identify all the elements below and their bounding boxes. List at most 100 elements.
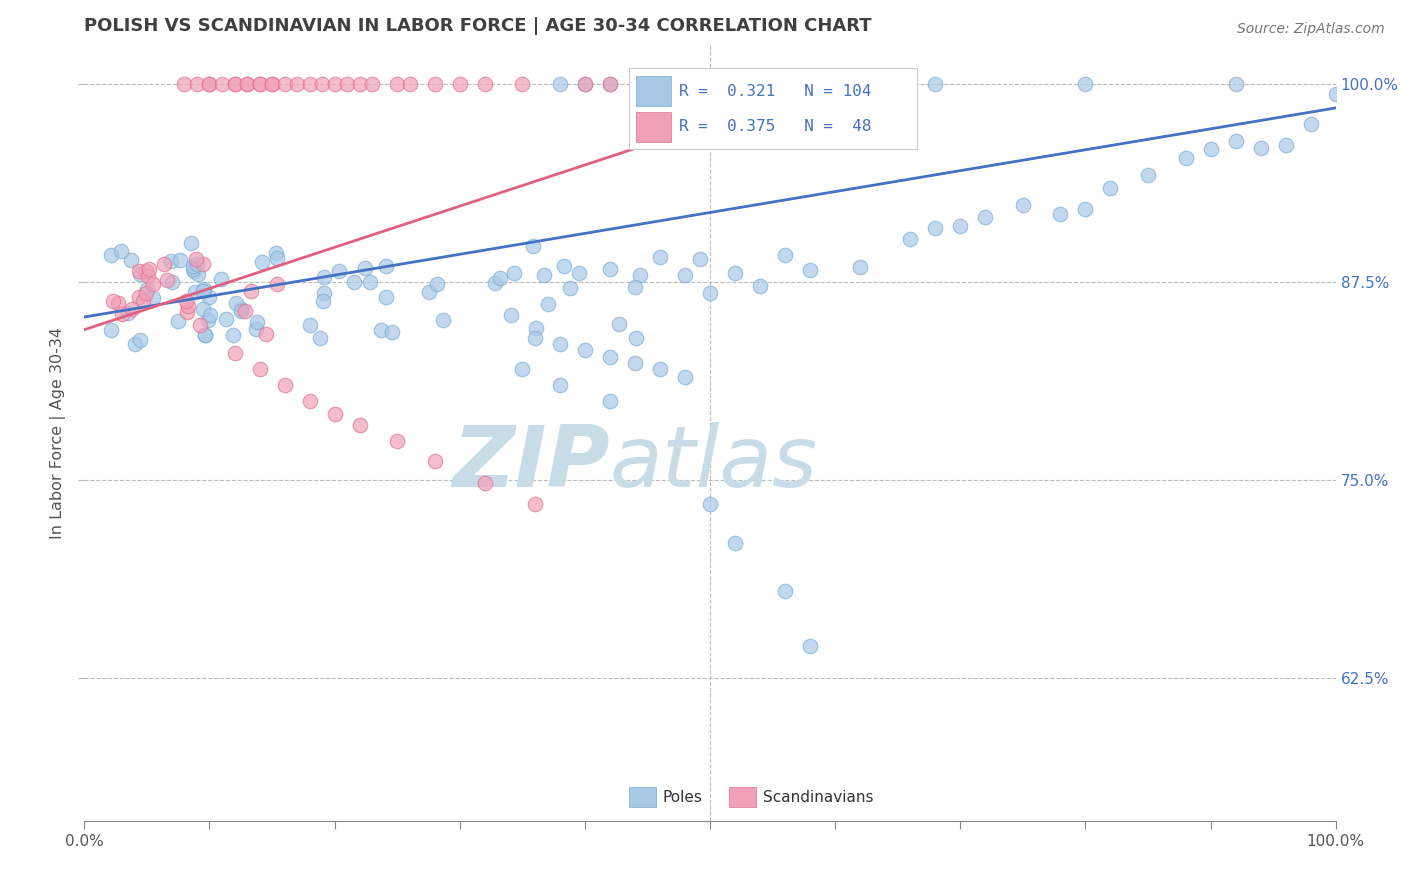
Point xyxy=(224,77,246,91)
Point xyxy=(628,268,651,283)
Point xyxy=(1099,181,1122,195)
Point xyxy=(285,77,308,91)
Point xyxy=(132,294,155,309)
Point xyxy=(262,77,284,91)
Point xyxy=(574,77,596,91)
Point xyxy=(426,277,449,291)
Point xyxy=(193,257,215,271)
Point xyxy=(110,244,132,258)
Point xyxy=(423,77,446,91)
Point xyxy=(166,314,188,328)
Point xyxy=(110,307,132,321)
Point xyxy=(159,253,181,268)
Point xyxy=(648,250,671,264)
Point xyxy=(187,268,209,282)
Point xyxy=(266,277,288,291)
Point xyxy=(370,323,392,337)
Point xyxy=(100,323,122,337)
Point xyxy=(138,261,160,276)
Point xyxy=(599,77,621,91)
Point xyxy=(381,325,404,339)
Point xyxy=(553,259,575,273)
Point xyxy=(142,291,165,305)
Point xyxy=(336,77,359,91)
Point xyxy=(197,313,219,327)
Point xyxy=(537,297,560,311)
Point xyxy=(432,313,454,327)
Point xyxy=(169,253,191,268)
Point xyxy=(225,295,247,310)
Point xyxy=(235,304,257,318)
Point xyxy=(266,251,288,265)
Point xyxy=(254,327,277,342)
Point xyxy=(773,248,796,262)
Point xyxy=(298,393,321,408)
Point xyxy=(211,77,233,91)
Point xyxy=(136,282,159,296)
Point xyxy=(142,277,165,291)
Point xyxy=(484,276,506,290)
Point xyxy=(374,290,396,304)
Text: Scandinavians: Scandinavians xyxy=(762,789,873,805)
Point xyxy=(188,318,211,333)
Point xyxy=(176,304,198,318)
Point xyxy=(1199,142,1222,156)
Point xyxy=(183,264,205,278)
Point xyxy=(673,77,696,91)
Point xyxy=(599,77,621,91)
Point xyxy=(523,497,546,511)
Point xyxy=(343,275,366,289)
Point xyxy=(194,327,217,342)
Point xyxy=(298,77,321,91)
Point xyxy=(328,264,350,278)
Point xyxy=(246,314,269,328)
FancyBboxPatch shape xyxy=(636,112,671,142)
Point xyxy=(1049,206,1071,220)
Point xyxy=(224,77,246,91)
Point xyxy=(186,77,208,91)
Point xyxy=(418,285,440,300)
Point xyxy=(1136,168,1159,182)
Point xyxy=(574,343,596,358)
Point xyxy=(264,245,287,260)
Point xyxy=(236,77,259,91)
Point xyxy=(138,268,160,283)
Point xyxy=(568,266,591,280)
Point xyxy=(121,301,143,316)
Point xyxy=(574,77,596,91)
Point xyxy=(250,255,273,269)
Point xyxy=(349,417,371,432)
Point xyxy=(449,77,471,91)
Point xyxy=(229,301,252,316)
Point xyxy=(1274,137,1296,152)
Text: Poles: Poles xyxy=(662,789,703,805)
Point xyxy=(1225,134,1247,148)
Point xyxy=(474,476,496,491)
Point xyxy=(215,312,238,326)
Point xyxy=(135,263,157,277)
Point xyxy=(107,296,129,310)
Point xyxy=(533,268,555,282)
Point xyxy=(273,77,295,91)
FancyBboxPatch shape xyxy=(728,788,756,806)
Point xyxy=(184,252,207,267)
Point xyxy=(181,261,204,276)
Point xyxy=(191,301,214,316)
Point xyxy=(548,337,571,351)
Point xyxy=(249,362,271,376)
Point xyxy=(548,77,571,91)
Point xyxy=(1225,77,1247,91)
Point xyxy=(273,378,295,392)
Text: POLISH VS SCANDINAVIAN IN LABOR FORCE | AGE 30-34 CORRELATION CHART: POLISH VS SCANDINAVIAN IN LABOR FORCE | … xyxy=(84,17,872,35)
Point xyxy=(359,275,381,289)
Point xyxy=(1250,141,1272,155)
Point xyxy=(924,77,946,91)
Point xyxy=(398,77,420,91)
Point xyxy=(558,281,581,295)
Point xyxy=(607,317,630,331)
Point xyxy=(198,77,221,91)
Point xyxy=(626,330,648,344)
Point xyxy=(488,270,510,285)
Point xyxy=(1074,202,1097,216)
Point xyxy=(224,346,246,360)
